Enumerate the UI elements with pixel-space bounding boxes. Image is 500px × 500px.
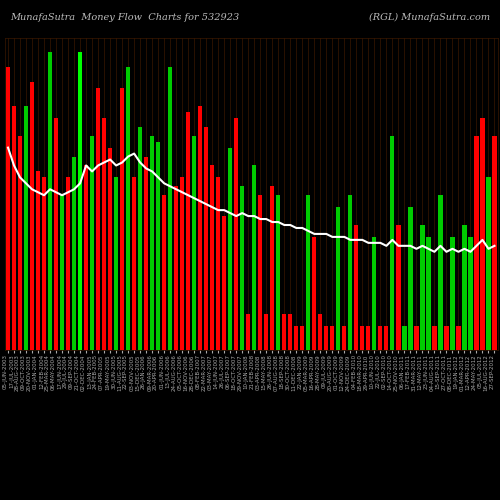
- Bar: [468, 237, 472, 350]
- Bar: [90, 136, 94, 350]
- Bar: [84, 166, 88, 350]
- Bar: [480, 118, 484, 350]
- Bar: [114, 178, 118, 350]
- Bar: [336, 207, 340, 350]
- Bar: [408, 207, 412, 350]
- Bar: [192, 136, 196, 350]
- Bar: [420, 225, 424, 350]
- Bar: [210, 166, 214, 350]
- Bar: [348, 195, 352, 350]
- Bar: [108, 148, 112, 350]
- Bar: [288, 314, 292, 350]
- Bar: [78, 52, 82, 350]
- Bar: [132, 178, 136, 350]
- Bar: [474, 136, 478, 350]
- Bar: [378, 326, 382, 350]
- Bar: [390, 136, 394, 350]
- Bar: [396, 225, 400, 350]
- Bar: [306, 195, 310, 350]
- Bar: [342, 326, 346, 350]
- Bar: [366, 326, 370, 350]
- Bar: [174, 186, 178, 350]
- Bar: [354, 225, 358, 350]
- Bar: [48, 52, 52, 350]
- Bar: [300, 326, 304, 350]
- Bar: [414, 326, 418, 350]
- Bar: [66, 178, 70, 350]
- Bar: [156, 142, 160, 350]
- Bar: [372, 237, 376, 350]
- Bar: [270, 186, 274, 350]
- Bar: [450, 237, 454, 350]
- Bar: [36, 172, 40, 350]
- Bar: [240, 186, 244, 350]
- Bar: [198, 106, 202, 350]
- Bar: [162, 195, 166, 350]
- Bar: [426, 237, 430, 350]
- Bar: [144, 156, 148, 350]
- Text: (RGL) MunafaSutra.com: (RGL) MunafaSutra.com: [369, 12, 490, 22]
- Bar: [258, 195, 262, 350]
- Bar: [234, 118, 238, 350]
- Bar: [402, 326, 406, 350]
- Text: MunafaSutra  Money Flow  Charts for 532923: MunafaSutra Money Flow Charts for 532923: [10, 12, 239, 22]
- Bar: [54, 118, 58, 350]
- Bar: [438, 195, 442, 350]
- Bar: [276, 195, 280, 350]
- Bar: [330, 326, 334, 350]
- Bar: [462, 225, 466, 350]
- Bar: [186, 112, 190, 350]
- Bar: [138, 127, 142, 350]
- Bar: [78, 52, 82, 350]
- Bar: [486, 178, 490, 350]
- Bar: [324, 326, 328, 350]
- Bar: [102, 118, 106, 350]
- Bar: [204, 127, 208, 350]
- Bar: [294, 326, 298, 350]
- Bar: [360, 326, 364, 350]
- Bar: [312, 237, 316, 350]
- Bar: [432, 326, 436, 350]
- Bar: [168, 68, 172, 350]
- Bar: [456, 326, 460, 350]
- Bar: [120, 88, 124, 350]
- Bar: [6, 68, 10, 350]
- Bar: [384, 326, 388, 350]
- Bar: [180, 178, 184, 350]
- Bar: [60, 195, 64, 350]
- Bar: [318, 314, 322, 350]
- Bar: [72, 156, 76, 350]
- Bar: [216, 178, 220, 350]
- Bar: [96, 88, 100, 350]
- Bar: [222, 216, 226, 350]
- Bar: [126, 68, 130, 350]
- Bar: [228, 148, 232, 350]
- Bar: [24, 106, 28, 350]
- Bar: [150, 136, 154, 350]
- Bar: [264, 314, 268, 350]
- Bar: [30, 82, 34, 350]
- Bar: [252, 166, 256, 350]
- Bar: [444, 326, 448, 350]
- Bar: [282, 314, 286, 350]
- Bar: [492, 136, 496, 350]
- Bar: [12, 106, 16, 350]
- Bar: [246, 314, 250, 350]
- Bar: [18, 136, 22, 350]
- Bar: [42, 178, 46, 350]
